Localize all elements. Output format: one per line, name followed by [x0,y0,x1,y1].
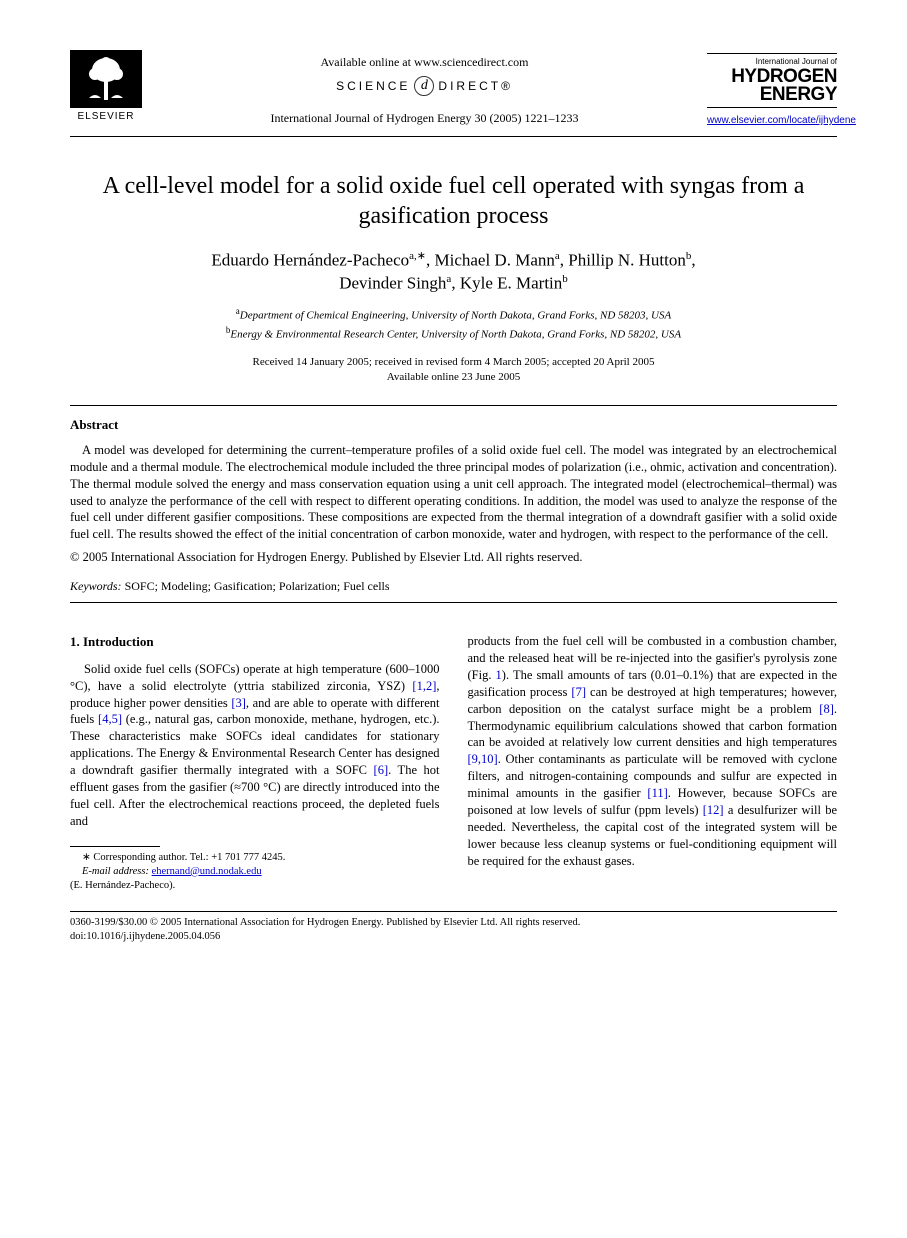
journal-reference: International Journal of Hydrogen Energy… [142,110,707,126]
corresponding-email-link[interactable]: ehernand@und.nodak.edu [152,866,262,877]
center-header: Available online at www.sciencedirect.co… [142,50,707,126]
header-rule [70,136,837,137]
sciencedirect-icon: d [414,76,434,96]
ref-6[interactable]: [6] [374,763,389,777]
dates-received: Received 14 January 2005; received in re… [253,356,655,368]
sd-right: DIRECT® [438,78,513,94]
ref-9-10[interactable]: [9,10] [468,752,498,766]
affiliations: aDepartment of Chemical Engineering, Uni… [70,305,837,343]
abstract-heading: Abstract [70,416,837,434]
elsevier-tree-icon [70,50,142,108]
keywords-label: Keywords: [70,579,122,593]
header: ELSEVIER Available online at www.science… [70,50,837,128]
ref-7[interactable]: [7] [571,685,586,699]
footer-copyright: 0360-3199/$30.00 © 2005 International As… [70,916,837,930]
publisher-logo: ELSEVIER [70,50,142,128]
authors: Eduardo Hernández-Pachecoa,∗, Michael D.… [70,249,837,295]
abstract-top-rule [70,405,837,406]
keywords-values: SOFC; Modeling; Gasification; Polarizati… [125,579,390,593]
author-1-sup: a,∗ [409,250,426,262]
article-dates: Received 14 January 2005; received in re… [70,355,837,386]
email-footnote: E-mail address: ehernand@und.nodak.edu [70,865,440,879]
intro-paragraph-cont: products from the fuel cell will be comb… [468,633,838,869]
ref-3[interactable]: [3] [231,696,246,710]
corresponding-author-footnote: ∗ Corresponding author. Tel.: +1 701 777… [70,851,440,865]
column-left: 1. Introduction Solid oxide fuel cells (… [70,633,440,893]
article-title: A cell-level model for a solid oxide fue… [90,171,817,231]
footer-rule [70,911,837,912]
author-1: Eduardo Hernández-Pacheco [211,251,409,270]
ref-8[interactable]: [8] [819,702,834,716]
available-online-text: Available online at www.sciencedirect.co… [142,54,707,70]
footnote-rule [70,846,160,847]
ref-11[interactable]: [11] [647,786,667,800]
keywords-rule [70,602,837,603]
ref-1-2[interactable]: [1,2] [412,679,436,693]
abstract-copyright: © 2005 International Association for Hyd… [70,549,837,566]
affiliation-a: Department of Chemical Engineering, Univ… [240,309,671,321]
author-5-sup: b [562,273,568,285]
author-4: Devinder Singh [339,273,446,292]
abstract-text: A model was developed for determining th… [70,442,837,543]
journal-url-link[interactable]: www.elsevier.com/locate/ijhydene [707,114,837,128]
sd-left: SCIENCE [336,78,410,94]
journal-big-2: ENERGY [707,86,837,104]
body-columns: 1. Introduction Solid oxide fuel cells (… [70,633,837,893]
footer-doi: doi:10.1016/j.ijhydene.2005.04.056 [70,930,837,944]
journal-logo: International Journal of HYDROGEN ENERGY… [707,50,837,127]
section-1-heading: 1. Introduction [70,633,440,651]
keywords: Keywords: SOFC; Modeling; Gasification; … [70,578,837,594]
ref-4-5[interactable]: [4,5] [98,712,122,726]
sciencedirect-logo: SCIENCE d DIRECT® [142,76,707,96]
publisher-name: ELSEVIER [70,110,142,124]
intro-paragraph: Solid oxide fuel cells (SOFCs) operate a… [70,661,440,830]
affiliation-b: Energy & Environmental Research Center, … [230,328,681,340]
email-person: (E. Hernández-Pacheco). [70,879,440,893]
email-label: E-mail address: [82,866,149,877]
column-right: products from the fuel cell will be comb… [468,633,838,893]
ref-12[interactable]: [12] [703,803,724,817]
dates-online: Available online 23 June 2005 [387,371,521,383]
